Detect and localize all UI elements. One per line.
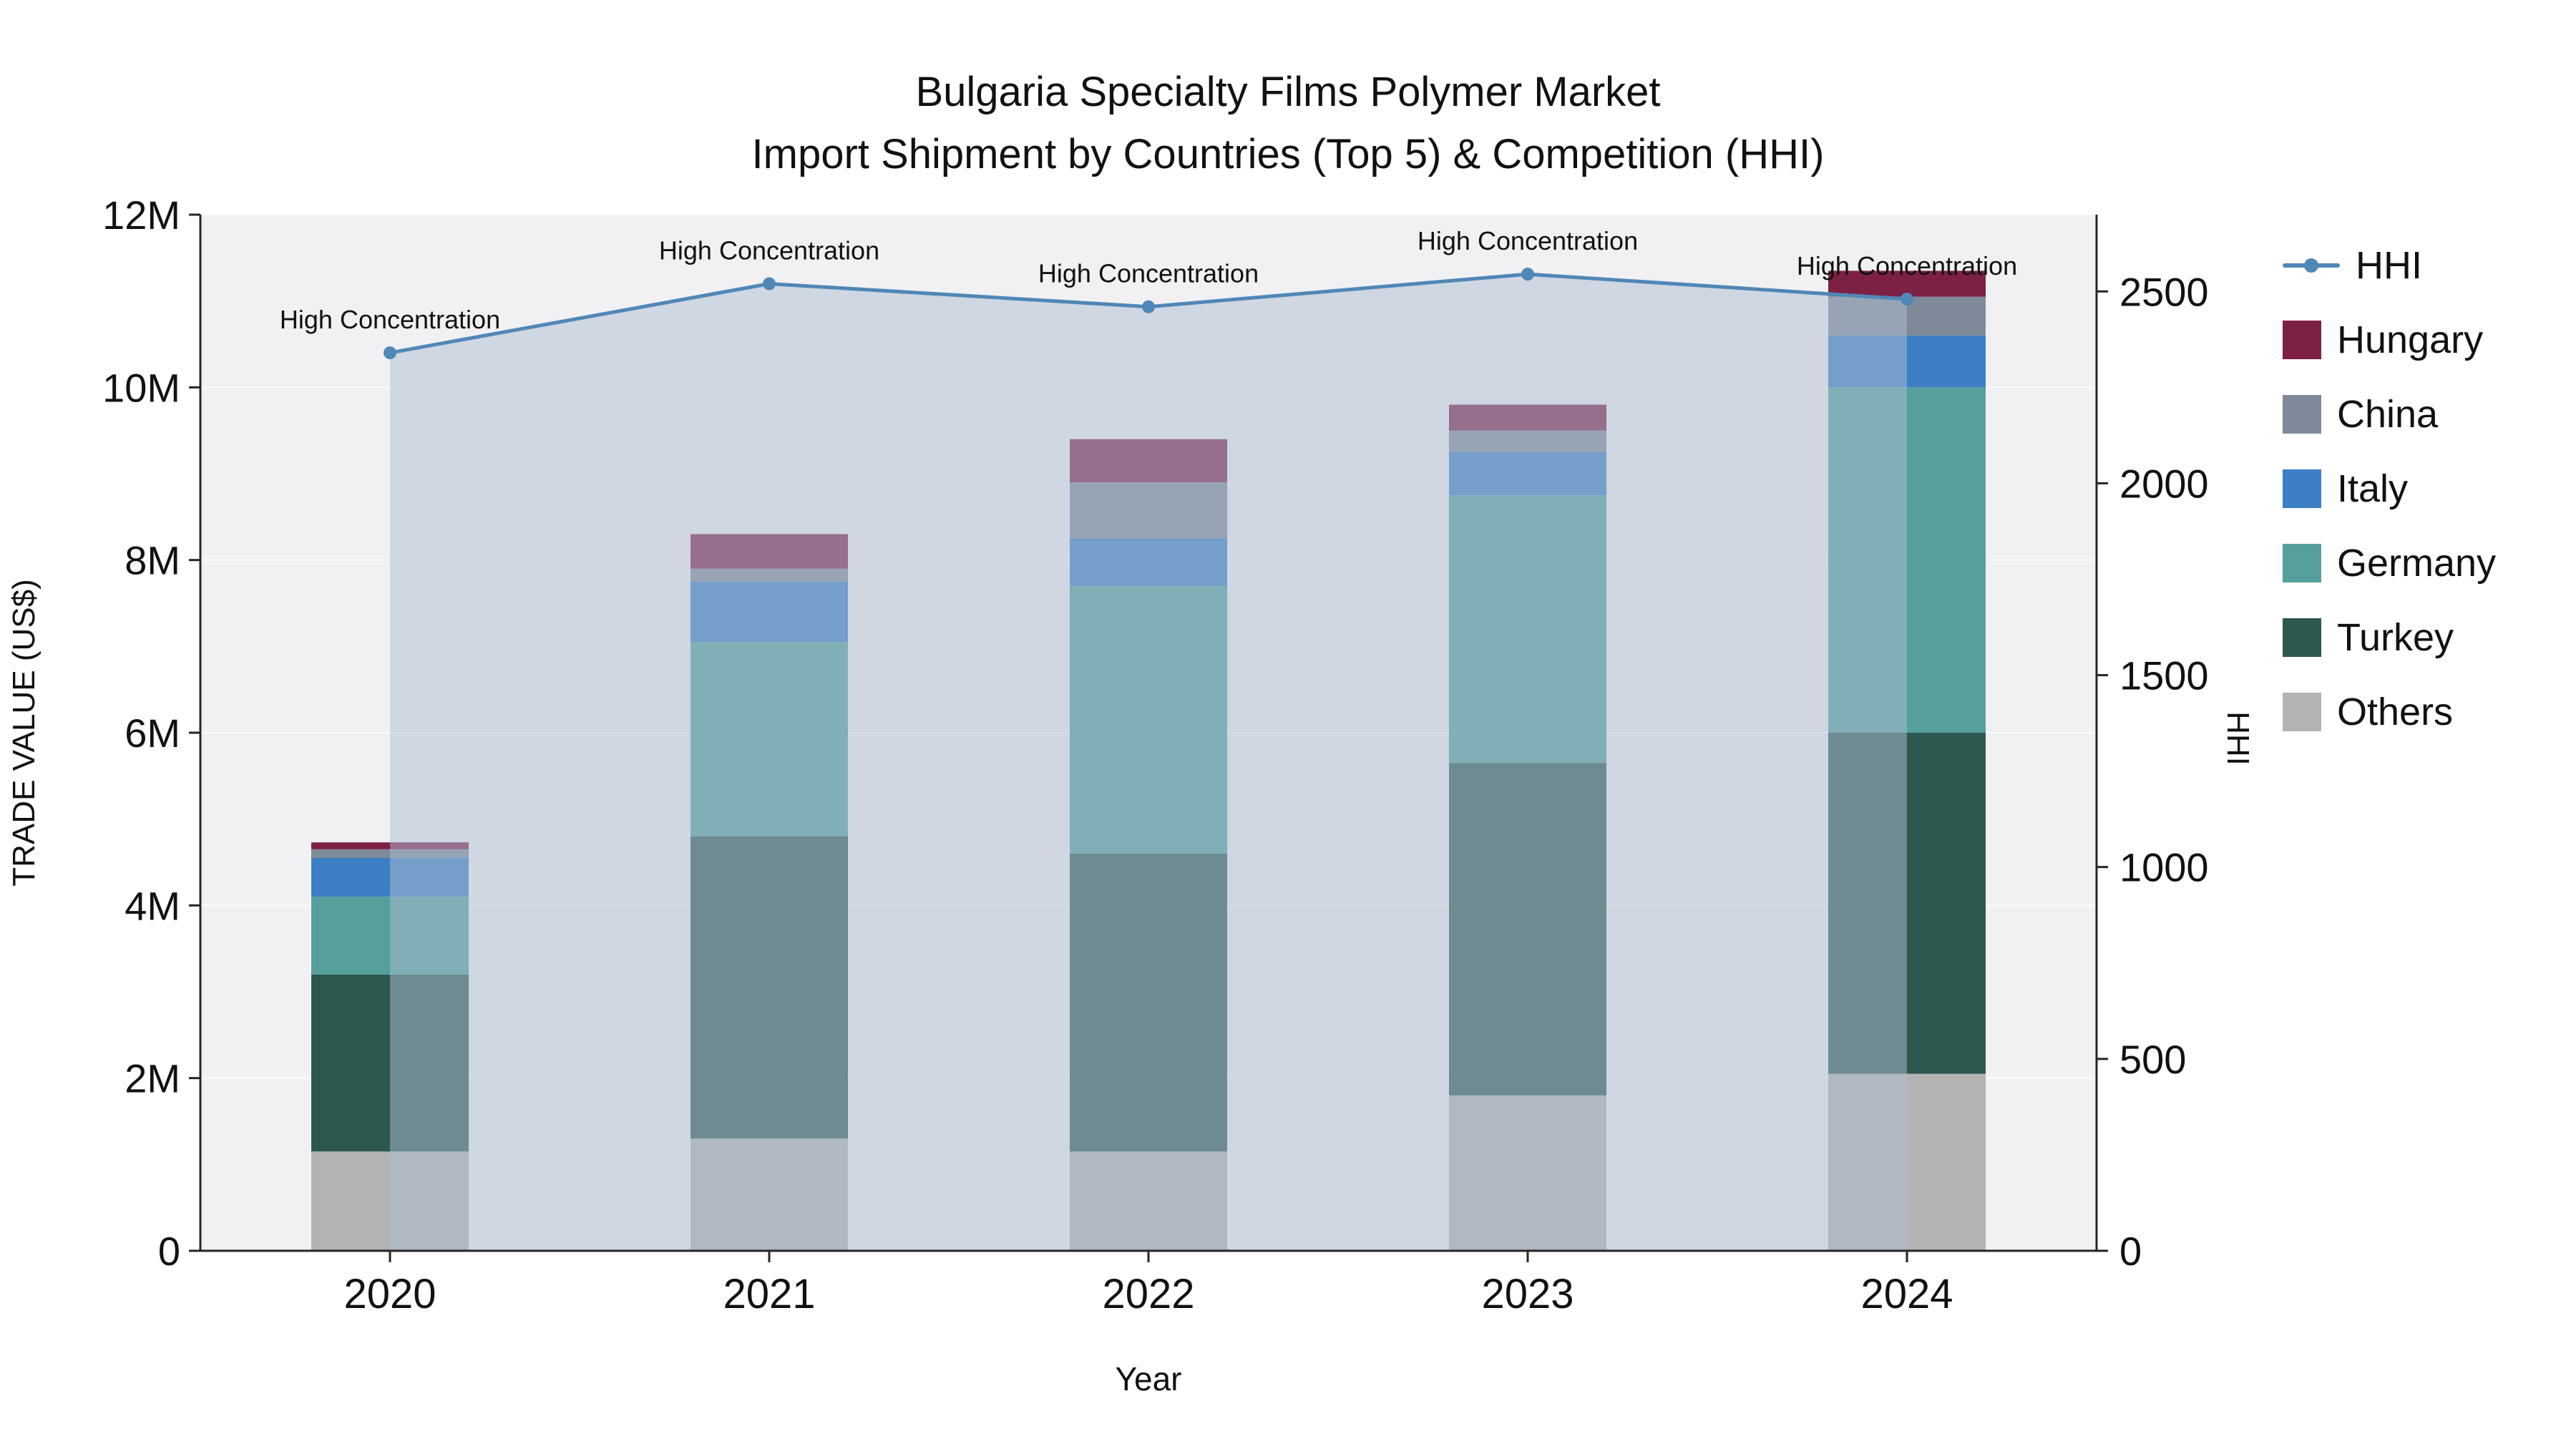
legend-item-italy[interactable]: Italy: [2283, 467, 2496, 511]
legend-label: Germany: [2337, 542, 2497, 585]
hhi-marker: [1901, 292, 1913, 306]
x-tick-label: 2021: [723, 1271, 815, 1317]
y-axis-title-left: TRADE VALUE (US$): [6, 579, 42, 887]
right-tick-label: 2000: [2119, 461, 2209, 506]
legend-item-hhi[interactable]: HHI: [2283, 243, 2496, 288]
left-tick-label: 8M: [125, 538, 180, 583]
hhi-marker: [1142, 300, 1155, 313]
hhi-area-fill: [390, 274, 1907, 1251]
legend-label: Hungary: [2337, 318, 2484, 361]
left-tick-label: 12M: [102, 192, 180, 238]
hhi-annotation: High Concentration: [280, 305, 500, 334]
right-tick-label: 0: [2119, 1229, 2142, 1274]
legend-line-symbol: [2283, 258, 2340, 273]
left-tick-label: 0: [158, 1229, 180, 1274]
chart-title: Bulgaria Specialty Films Polymer Market: [915, 69, 1661, 115]
x-tick-label: 2022: [1102, 1271, 1194, 1317]
left-tick-label: 2M: [125, 1056, 180, 1101]
x-tick-label: 2023: [1481, 1271, 1574, 1317]
right-tick-label: 2500: [2119, 269, 2209, 314]
legend-item-china[interactable]: China: [2283, 392, 2496, 436]
right-tick-label: 1000: [2119, 845, 2209, 890]
legend-item-hungary[interactable]: Hungary: [2283, 318, 2496, 362]
hhi-annotation: High Concentration: [1797, 251, 2017, 280]
legend-swatch: [2283, 544, 2321, 582]
legend: HHI Hungary China Italy Germany Turkey Others: [2283, 243, 2496, 734]
chart-subtitle: Import Shipment by Countries (Top 5) & C…: [751, 131, 1825, 177]
x-tick-label: 2024: [1860, 1271, 1953, 1317]
legend-swatch: [2283, 618, 2321, 657]
hhi-marker: [384, 346, 396, 360]
hhi-marker: [1521, 268, 1534, 281]
x-axis-title: Year: [1115, 1360, 1182, 1397]
legend-label: Turkey: [2337, 616, 2454, 659]
left-tick-label: 6M: [125, 711, 180, 756]
hhi-marker: [763, 277, 776, 291]
right-tick-label: 1500: [2119, 653, 2209, 698]
legend-label: Italy: [2337, 467, 2409, 510]
legend-swatch: [2283, 469, 2321, 508]
bar-segment-hungary-2024: [1828, 270, 1986, 297]
left-tick-label: 4M: [125, 883, 180, 928]
legend-marker-dot: [2304, 258, 2318, 273]
hhi-annotation: High Concentration: [659, 236, 879, 265]
right-tick-label: 500: [2119, 1037, 2186, 1082]
legend-item-germany[interactable]: Germany: [2283, 541, 2496, 585]
legend-swatch: [2283, 395, 2321, 434]
legend-swatch: [2283, 321, 2321, 359]
legend-item-others[interactable]: Others: [2283, 690, 2496, 734]
legend-label: Others: [2337, 691, 2454, 733]
legend-swatch: [2283, 693, 2321, 731]
hhi-annotation: High Concentration: [1418, 226, 1638, 255]
legend-item-turkey[interactable]: Turkey: [2283, 615, 2496, 660]
x-tick-label: 2020: [343, 1271, 436, 1317]
legend-label: HHI: [2356, 244, 2422, 287]
y-axis-title-right: HHI: [2220, 711, 2255, 766]
hhi-annotation: High Concentration: [1038, 259, 1259, 288]
legend-label: China: [2337, 393, 2439, 436]
left-tick-label: 10M: [102, 365, 180, 410]
